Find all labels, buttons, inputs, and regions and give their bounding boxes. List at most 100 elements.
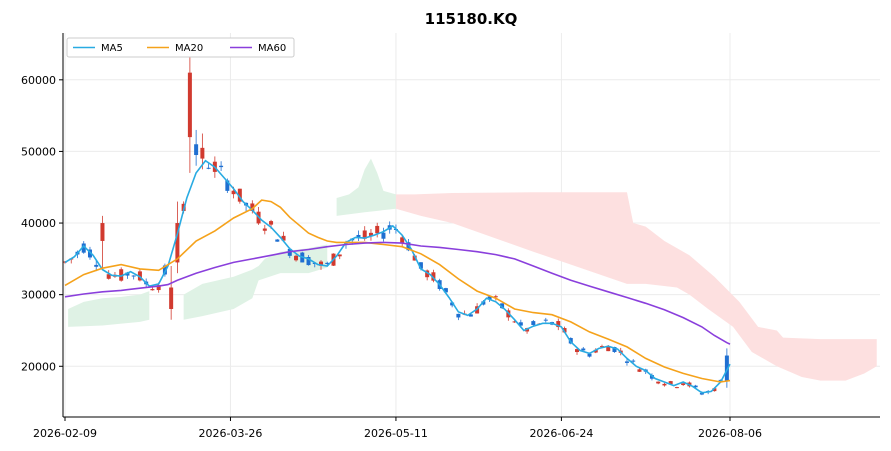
candle-down — [443, 288, 448, 293]
x-tick-label: 2026-02-09 — [33, 427, 97, 440]
candle-up — [106, 274, 111, 279]
candle-down — [624, 361, 629, 363]
candle-up — [400, 237, 405, 243]
candle-up — [250, 203, 255, 211]
candle-up — [237, 188, 242, 202]
candle-up — [681, 383, 686, 386]
candle-up — [187, 72, 192, 138]
legend-label-ma60: MA60 — [258, 43, 286, 54]
candle-up — [175, 223, 180, 263]
candle-down — [87, 249, 92, 258]
cloud-bull-segment — [183, 244, 328, 320]
x-tick-label: 2026-06-24 — [529, 427, 593, 440]
candle-down — [406, 242, 411, 251]
candle-up — [200, 147, 205, 159]
candle-down — [162, 265, 167, 275]
x-tick-label: 2026-03-26 — [199, 427, 263, 440]
axes — [62, 33, 880, 418]
candle-down — [275, 239, 280, 242]
legend-label-ma20: MA20 — [175, 43, 203, 54]
legend-box — [66, 37, 295, 58]
candle-up — [674, 387, 679, 389]
candle-down — [381, 232, 386, 239]
candle-down — [225, 180, 230, 191]
candle-up — [668, 381, 673, 385]
legend-label-ma5: MA5 — [101, 43, 123, 54]
candle-down — [194, 144, 199, 156]
candle-down — [219, 165, 224, 168]
candle-up — [375, 225, 380, 234]
cloud-bull-segment — [336, 158, 396, 216]
candle-down — [450, 302, 455, 306]
x-tick-label: 2026-05-11 — [364, 427, 428, 440]
cloud-bull-segment — [68, 291, 150, 327]
candle-up — [412, 255, 417, 261]
x-tick-label: 2026-08-06 — [698, 427, 762, 440]
candle-down — [518, 322, 523, 326]
candle-up — [119, 269, 124, 281]
candle-up — [269, 221, 274, 225]
candle-down — [94, 264, 99, 267]
candle-up — [662, 383, 667, 386]
candle-down — [500, 303, 505, 309]
candle-up — [637, 369, 642, 372]
x-tick-labels: 2026-02-09 2026-03-26 2026-05-11 2026-06-24… — [33, 417, 762, 440]
moving-average-lines — [64, 159, 731, 394]
candle-down — [724, 355, 729, 381]
candle-up — [425, 270, 430, 278]
candle-up — [150, 289, 155, 291]
candle-up — [712, 388, 717, 392]
candle-down — [581, 348, 586, 351]
ichimoku-cloud — [68, 158, 877, 381]
candle-down — [81, 243, 86, 253]
candle-down — [587, 353, 592, 357]
candle-up — [281, 235, 286, 241]
candle-up — [231, 190, 236, 195]
candle-up — [368, 232, 373, 237]
candle-up — [593, 349, 598, 353]
candle-up — [606, 346, 611, 352]
candle-down — [699, 393, 704, 395]
y-tick-label: 30000 — [21, 289, 56, 302]
candle-down — [306, 256, 311, 266]
candle-up — [599, 346, 604, 348]
candle-down — [487, 296, 492, 300]
candle-up — [512, 321, 517, 323]
candle-up — [656, 381, 661, 384]
candle-down — [325, 262, 330, 264]
candle-up — [294, 255, 299, 261]
candle-up — [431, 272, 436, 281]
candle-down — [418, 262, 423, 269]
y-tick-labels: 20000 30000 40000 50000 60000 — [21, 74, 63, 373]
candle-down — [531, 321, 536, 325]
candle-up — [556, 321, 561, 328]
candle-up — [362, 230, 367, 239]
candle-down — [456, 313, 461, 318]
candle-down — [468, 314, 473, 317]
candle-down — [631, 360, 636, 362]
series-line-ma5 — [64, 159, 731, 394]
series-line-ma60 — [64, 241, 731, 345]
candle-down — [131, 275, 136, 277]
chart-title: 115180.KQ — [425, 10, 518, 28]
y-tick-label: 60000 — [21, 74, 56, 87]
candle-down — [356, 234, 361, 238]
candle-up — [575, 349, 580, 353]
y-tick-label: 20000 — [21, 360, 56, 373]
candle-up — [262, 228, 267, 231]
series-line-ma20 — [64, 199, 731, 383]
y-tick-label: 50000 — [21, 145, 56, 158]
candle-up — [169, 287, 174, 309]
candle-up — [493, 296, 498, 298]
candle-up — [156, 285, 161, 291]
candle-up — [100, 223, 105, 241]
candle-up — [319, 261, 324, 266]
candle-down — [693, 385, 698, 388]
candle-down — [206, 167, 211, 169]
candle-up — [337, 254, 342, 257]
y-tick-label: 40000 — [21, 217, 56, 230]
legend: MA5 MA20 MA60 — [66, 37, 295, 58]
candle-down — [543, 319, 548, 321]
candle-down — [612, 346, 617, 353]
